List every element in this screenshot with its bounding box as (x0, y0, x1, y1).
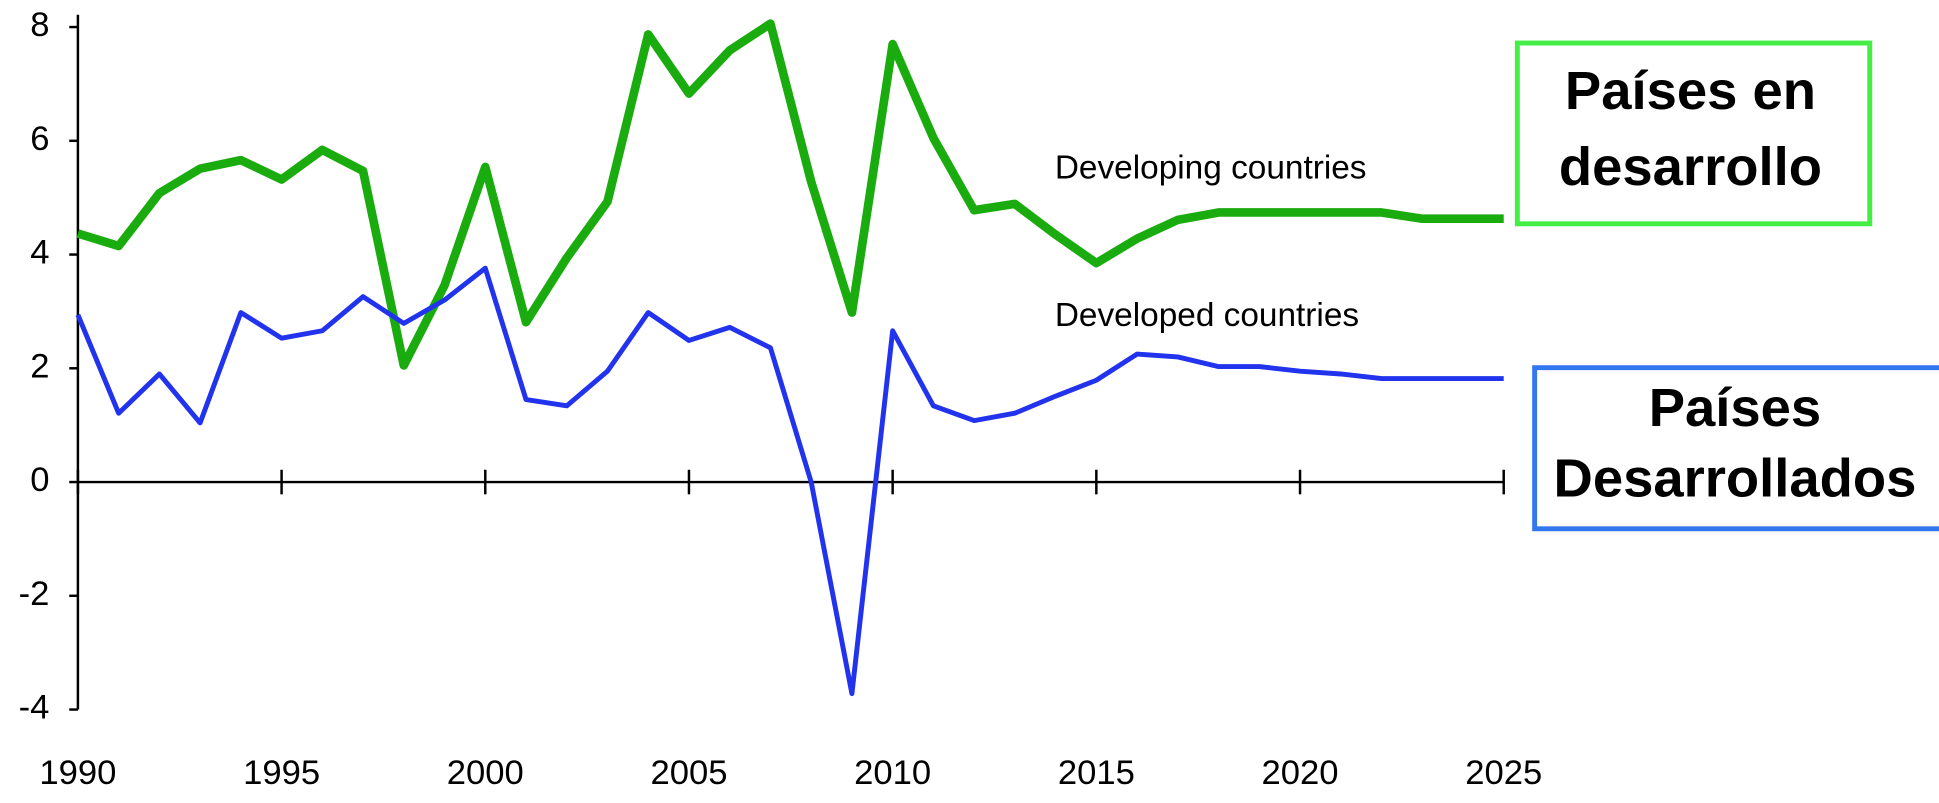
series-line (75, 265, 1504, 697)
x-tick-label: 2005 (650, 754, 727, 792)
annotation-text: Desarrollados (1554, 448, 1917, 508)
x-tick-label: 2015 (1058, 754, 1135, 792)
y-tick-label: -4 (19, 689, 50, 727)
annotation-text: Países en (1565, 61, 1816, 121)
annotation-box (1514, 40, 1873, 227)
annotation-box (1532, 365, 1939, 532)
x-tick-label: 1995 (243, 754, 320, 792)
y-tick-label: 6 (30, 120, 49, 158)
x-tick-label: 1990 (39, 754, 116, 792)
x-tick-label: 2010 (854, 754, 931, 792)
series-label: Developing countries (1055, 150, 1367, 187)
annotation-text: Países (1649, 378, 1821, 438)
y-tick-label: 4 (30, 234, 49, 272)
annotation-text: desarrollo (1559, 137, 1822, 197)
y-tick-label: 8 (30, 6, 49, 44)
x-tick-label: 2020 (1262, 754, 1339, 792)
series-label: Developed countries (1055, 297, 1359, 334)
y-tick-label: 2 (30, 347, 49, 385)
y-tick-label: 0 (30, 461, 49, 499)
y-tick-label: -2 (19, 575, 50, 613)
x-tick-label: 2025 (1465, 754, 1542, 792)
series-line (76, 19, 1504, 370)
x-tick-label: 2000 (447, 754, 524, 792)
